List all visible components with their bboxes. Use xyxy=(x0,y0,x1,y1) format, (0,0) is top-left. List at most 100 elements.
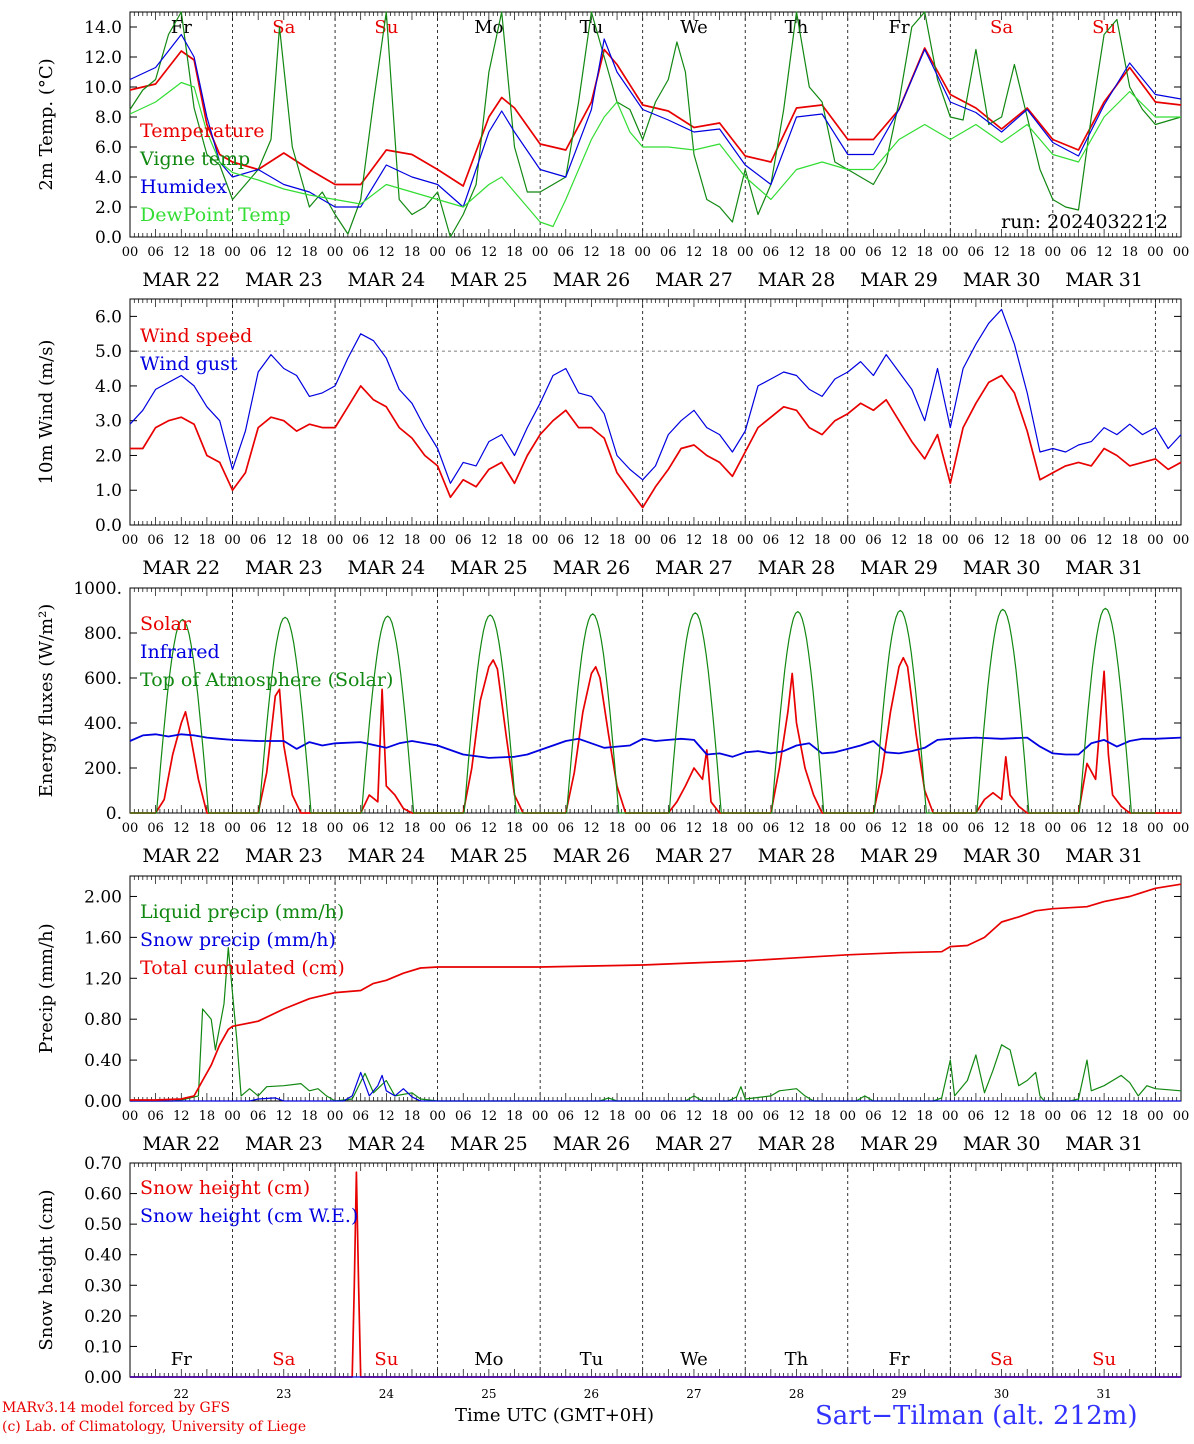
x-hour-label: 00 xyxy=(224,533,241,548)
y-tick-label: 0.50 xyxy=(84,1215,122,1235)
weekday-label: Su xyxy=(1092,1349,1116,1370)
x-hour-label: 00 xyxy=(634,1109,651,1124)
x-hour-label: 00 xyxy=(839,1109,856,1124)
x-hour-label: 18 xyxy=(1019,821,1036,836)
x-hour-label: 06 xyxy=(865,533,882,548)
x-date-label: MAR 26 xyxy=(553,269,631,291)
y-axis-title: 10m Wind (m/s) xyxy=(36,340,57,485)
x-hour-label: 18 xyxy=(916,1109,933,1124)
x-hour-label: 12 xyxy=(686,1109,703,1124)
x-hour-label: 18 xyxy=(609,245,626,260)
x-hour-label: 18 xyxy=(506,533,523,548)
weekday-label: Sa xyxy=(990,17,1013,38)
x-hour-label: 06 xyxy=(147,245,164,260)
panel-1: 0.0 2.0 4.0 6.0 8.0 10.0 12.0 14.0 2m Temp. (°C)… xyxy=(36,11,1189,291)
x-hour-label: 18 xyxy=(609,1109,626,1124)
x-date-label: MAR 28 xyxy=(758,1133,836,1155)
x-hour-label: 12 xyxy=(891,821,908,836)
x-hour-label: 00 xyxy=(1147,821,1164,836)
x-hour-label: 18 xyxy=(711,821,728,836)
x-hour-label: 12 xyxy=(481,821,498,836)
x-hour-label: 18 xyxy=(916,533,933,548)
y-tick-label: 0.20 xyxy=(84,1307,122,1327)
y-tick-label: 12.0 xyxy=(84,48,122,68)
y-tick-label: 1000. xyxy=(73,579,122,599)
x-hour-label: 06 xyxy=(352,245,369,260)
x-date-label: MAR 31 xyxy=(1065,845,1143,867)
weekday-label: Th xyxy=(785,1349,809,1370)
x-hour-label: 12 xyxy=(276,245,293,260)
x-hour-label: 12 xyxy=(481,1109,498,1124)
x-hour-label: 18 xyxy=(404,1109,421,1124)
x-hour-label: 00 xyxy=(737,245,754,260)
x-date-label: MAR 30 xyxy=(963,557,1041,579)
x-hour-label: 18 xyxy=(301,821,318,836)
x-date-label: MAR 23 xyxy=(245,269,323,291)
series-line xyxy=(130,947,1182,1102)
x-hour-label: 18 xyxy=(1121,1109,1138,1124)
legend-entry: Infrared xyxy=(140,641,220,663)
day-number-label: 29 xyxy=(891,1387,906,1401)
x-date-label: MAR 24 xyxy=(347,1133,425,1155)
x-hour-label: 18 xyxy=(1121,533,1138,548)
y-tick-label: 0. xyxy=(106,804,122,824)
y-tick-label: 0.40 xyxy=(84,1051,122,1071)
x-hour-label: 06 xyxy=(1070,245,1087,260)
x-hour-label: 18 xyxy=(1019,1109,1036,1124)
y-tick-label: 3.0 xyxy=(95,412,122,432)
x-hour-label: 12 xyxy=(1096,533,1113,548)
x-date-label: MAR 22 xyxy=(142,557,220,579)
x-hour-label: 12 xyxy=(1096,1109,1113,1124)
x-hour-label: 00 xyxy=(737,533,754,548)
legend-entry: Top of Atmosphere (Solar) xyxy=(140,669,393,691)
y-tick-label: 400. xyxy=(84,714,122,734)
x-hour-label: 00 xyxy=(224,821,241,836)
x-hour-label: 12 xyxy=(276,1109,293,1124)
series-line xyxy=(129,33,1182,208)
x-hour-label: 18 xyxy=(301,245,318,260)
y-tick-label: 8.0 xyxy=(95,108,122,128)
x-hour-label: 00 xyxy=(1045,821,1062,836)
x-hour-label: 00 xyxy=(942,821,959,836)
x-hour-label: 18 xyxy=(301,533,318,548)
x-hour-label: 06 xyxy=(352,1109,369,1124)
legend-entry: Total cumulated (cm) xyxy=(140,957,345,979)
x-hour-label: 00 xyxy=(1045,1109,1062,1124)
series-line xyxy=(130,883,1182,1101)
x-hour-label: 12 xyxy=(378,533,395,548)
weekday-label: Mo xyxy=(474,17,503,38)
x-hour-label: 12 xyxy=(788,245,805,260)
legend-entry: Temperature xyxy=(140,120,264,142)
panel-frame xyxy=(129,298,1182,526)
x-date-label: MAR 24 xyxy=(347,557,425,579)
x-date-label: MAR 27 xyxy=(655,845,733,867)
x-hour-label: 12 xyxy=(788,1109,805,1124)
x-hour-label: 00 xyxy=(122,1109,139,1124)
legend-entry: Humidex xyxy=(140,176,227,198)
weekday-label: We xyxy=(680,17,708,38)
x-hour-label: 18 xyxy=(1121,821,1138,836)
y-tick-label: 0.00 xyxy=(84,1368,122,1388)
x-date-label: MAR 27 xyxy=(655,269,733,291)
weekday-label: Th xyxy=(785,17,809,38)
y-tick-label: 0.0 xyxy=(95,228,122,248)
x-date-label: MAR 22 xyxy=(142,269,220,291)
x-date-label: MAR 25 xyxy=(450,845,528,867)
x-hour-label: 06 xyxy=(558,1109,575,1124)
y-tick-label: 0.00 xyxy=(84,1092,122,1112)
x-hour-label: 18 xyxy=(506,1109,523,1124)
x-hour-label: 00 xyxy=(429,821,446,836)
y-axis-title: Precip (mm/h) xyxy=(36,923,57,1053)
y-tick-label: 4.0 xyxy=(95,168,122,188)
x-hour-label: 18 xyxy=(916,821,933,836)
weekday-label: Su xyxy=(374,1349,398,1370)
x-hour-label: 06 xyxy=(763,821,780,836)
x-hour-label: 12 xyxy=(378,821,395,836)
panel-2: 0.0 1.0 2.0 3.0 4.0 5.0 6.0 10m Wind (m/s) 00 06 1… xyxy=(36,298,1189,579)
x-hour-label: 00 xyxy=(122,533,139,548)
x-hour-label: 12 xyxy=(173,821,190,836)
x-hour-label: 06 xyxy=(865,245,882,260)
x-hour-label: 00 xyxy=(532,821,549,836)
y-tick-label: 6.0 xyxy=(95,307,122,327)
